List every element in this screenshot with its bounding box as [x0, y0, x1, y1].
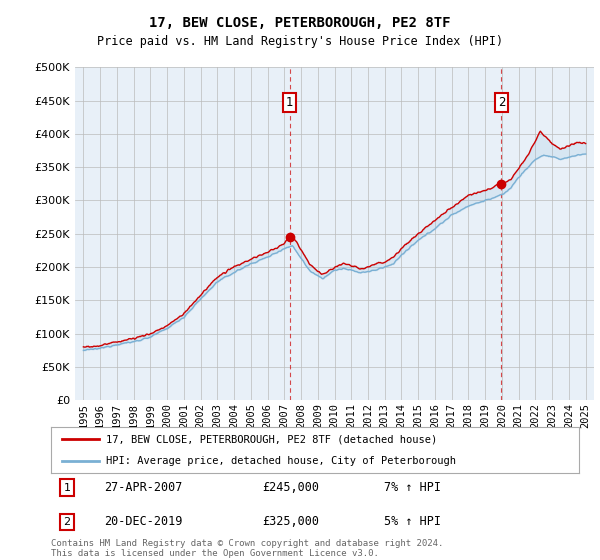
Text: HPI: Average price, detached house, City of Peterborough: HPI: Average price, detached house, City… [106, 456, 457, 466]
Text: 20-DEC-2019: 20-DEC-2019 [104, 515, 182, 529]
Text: 2: 2 [497, 96, 505, 109]
Text: 17, BEW CLOSE, PETERBOROUGH, PE2 8TF: 17, BEW CLOSE, PETERBOROUGH, PE2 8TF [149, 16, 451, 30]
Text: Contains HM Land Registry data © Crown copyright and database right 2024.
This d: Contains HM Land Registry data © Crown c… [51, 539, 443, 558]
Text: 7% ↑ HPI: 7% ↑ HPI [383, 481, 440, 494]
Text: £325,000: £325,000 [262, 515, 319, 529]
Text: 2: 2 [63, 517, 70, 527]
Text: 17, BEW CLOSE, PETERBOROUGH, PE2 8TF (detached house): 17, BEW CLOSE, PETERBOROUGH, PE2 8TF (de… [106, 434, 437, 444]
Text: Price paid vs. HM Land Registry's House Price Index (HPI): Price paid vs. HM Land Registry's House … [97, 35, 503, 48]
Text: 1: 1 [286, 96, 293, 109]
Text: 1: 1 [64, 483, 70, 493]
Text: £245,000: £245,000 [262, 481, 319, 494]
Text: 27-APR-2007: 27-APR-2007 [104, 481, 182, 494]
Text: 5% ↑ HPI: 5% ↑ HPI [383, 515, 440, 529]
